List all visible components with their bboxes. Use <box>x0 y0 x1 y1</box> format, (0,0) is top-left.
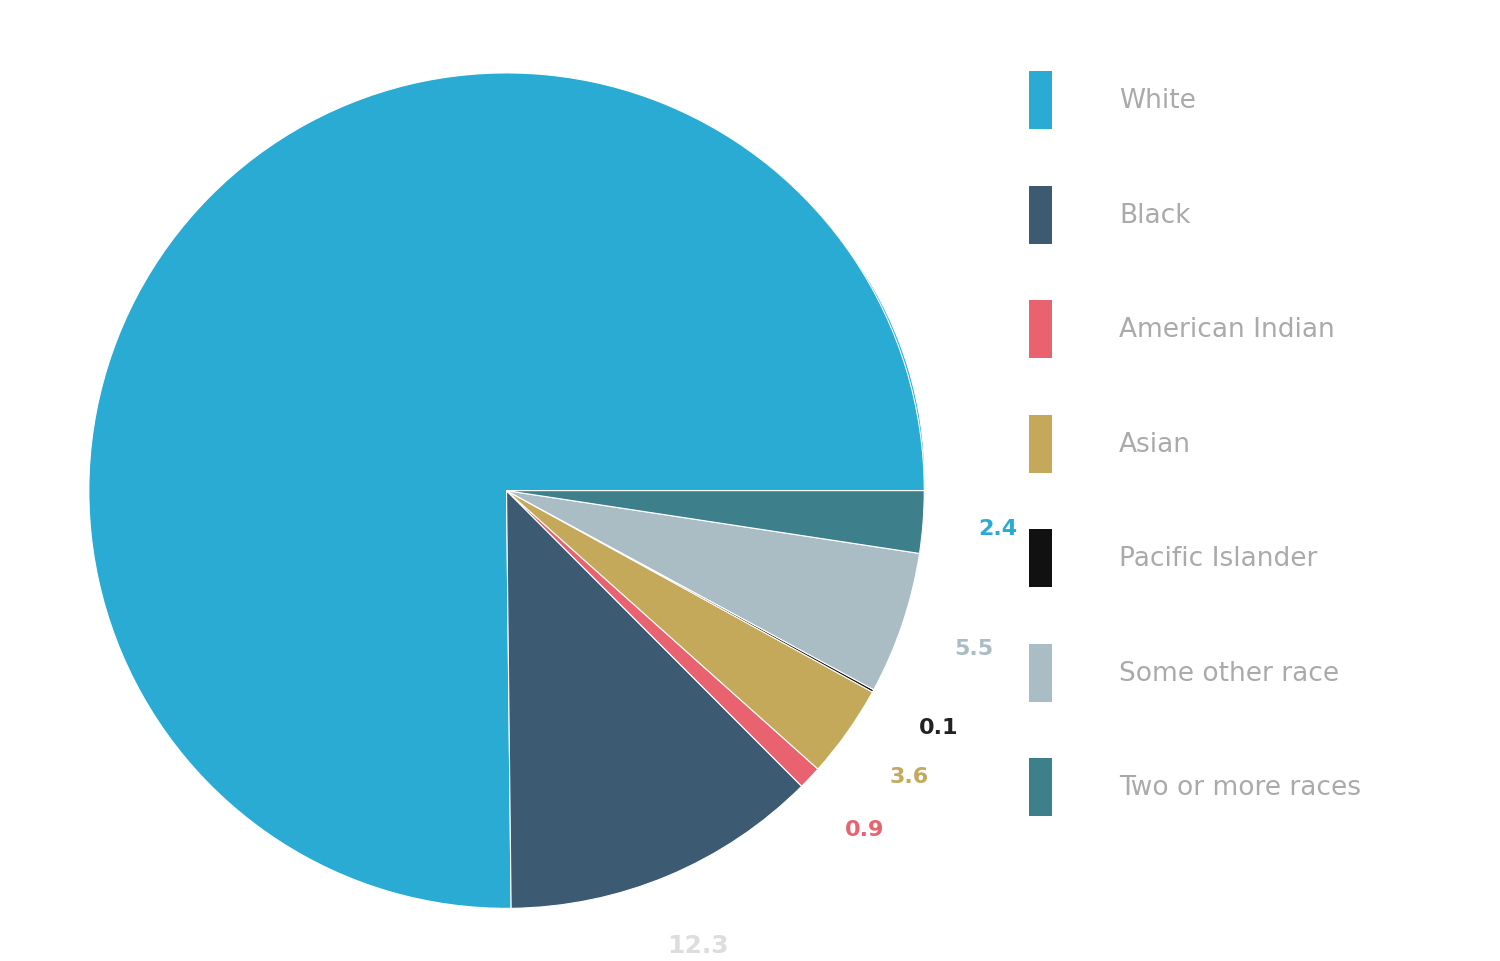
Wedge shape <box>507 491 920 690</box>
Wedge shape <box>507 491 873 769</box>
Wedge shape <box>507 491 801 908</box>
Text: 5.5: 5.5 <box>954 638 993 658</box>
FancyBboxPatch shape <box>1029 530 1051 587</box>
FancyBboxPatch shape <box>1029 758 1051 816</box>
FancyBboxPatch shape <box>1029 301 1051 358</box>
Wedge shape <box>507 491 873 692</box>
Text: 0.9: 0.9 <box>844 820 883 840</box>
Wedge shape <box>540 480 827 752</box>
Wedge shape <box>540 480 878 737</box>
Wedge shape <box>540 480 812 865</box>
Text: White: White <box>1119 88 1196 114</box>
Text: 2.4: 2.4 <box>978 518 1017 538</box>
Wedge shape <box>88 74 924 908</box>
Text: 3.6: 3.6 <box>890 766 928 786</box>
Wedge shape <box>507 491 924 554</box>
FancyBboxPatch shape <box>1029 415 1051 473</box>
Text: 75.1: 75.1 <box>390 357 483 399</box>
Text: Two or more races: Two or more races <box>1119 775 1360 801</box>
Wedge shape <box>507 491 818 786</box>
FancyBboxPatch shape <box>1029 186 1051 244</box>
Text: Black: Black <box>1119 203 1191 229</box>
FancyBboxPatch shape <box>1029 72 1051 130</box>
Wedge shape <box>540 480 879 666</box>
Wedge shape <box>154 96 926 865</box>
Text: American Indian: American Indian <box>1119 317 1335 343</box>
Text: Pacific Islander: Pacific Islander <box>1119 546 1317 572</box>
Wedge shape <box>540 480 921 664</box>
FancyBboxPatch shape <box>1029 644 1051 702</box>
Text: Some other race: Some other race <box>1119 660 1340 686</box>
Text: Asian: Asian <box>1119 431 1191 457</box>
Text: 0.1: 0.1 <box>920 717 958 737</box>
Wedge shape <box>540 480 926 538</box>
Text: 12.3: 12.3 <box>666 933 729 957</box>
